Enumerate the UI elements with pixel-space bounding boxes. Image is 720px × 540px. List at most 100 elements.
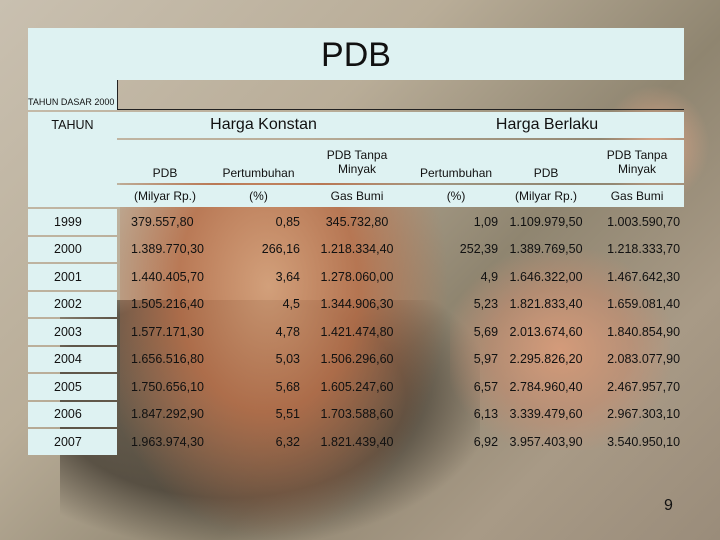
cell-growth-berlaku: 4,9 [480,269,499,284]
table-row: 2003 1.577.171,30 4,78 1.421.474,80 5,69 2.01… [28,319,684,345]
cell-nonoil-konstan: 1.703.588,60 [320,407,394,422]
row-year: 2001 [28,264,117,290]
cell-growth-konstan: 5,03 [275,352,300,367]
cell-pdb-berlaku: 1.109.979,50 [509,214,583,229]
cell-nonoil-berlaku: 1.467.642,30 [607,269,681,284]
col-header-pdb-berlaku: PDB [502,140,591,183]
cell-growth-konstan: 4,78 [275,324,300,339]
cell-growth-berlaku: 252,39 [459,242,499,257]
cell-pdb-berlaku: 1.389.769,50 [509,242,583,257]
row-year: 2006 [28,401,117,427]
cell-nonoil-berlaku: 2.967.303,10 [607,407,681,422]
slide-title: PDB [321,36,391,74]
table-row: 2004 1.656.516,80 5,03 1.506.296,60 5,97 2.29… [28,346,684,372]
cell-nonoil-berlaku: 1.003.590,70 [607,214,681,229]
cell-growth-konstan: 4,5 [282,297,300,312]
base-year-label: TAHUN DASAR 2000 [28,97,115,107]
base-year-strip [28,80,117,110]
cell-pdb-berlaku: 2.013.674,60 [509,324,583,339]
cell-growth-berlaku: 6,13 [473,407,499,422]
title-bar: PDB [28,28,684,80]
cell-growth-berlaku: 5,69 [473,324,499,339]
cell-pdb-berlaku: 2.295.826,20 [509,352,583,367]
cell-pdb-konstan: 1.505.216,40 [131,297,204,312]
cell-pdb-konstan: 1.750.656,10 [131,379,204,394]
col-header-growth-konstan: Pertumbuhan [213,140,304,183]
col-unit-growth-konstan: (%) [213,185,304,207]
cell-pdb-konstan: 1.847.292,90 [131,407,204,422]
cell-growth-konstan: 5,51 [275,407,300,422]
col-header-growth-berlaku: Pertumbuhan [410,140,503,183]
header-group-row: TAHUN Harga Konstan Harga Berlaku [28,112,685,207]
col-unit-nonoil-konstan: Gas Bumi [304,185,411,207]
cell-growth-berlaku: 1,09 [473,214,499,229]
cell-pdb-berlaku: 3.339.479,60 [509,407,583,422]
cell-nonoil-konstan: 1.344.906,30 [320,297,394,312]
table-row: 1999 379.557,80 0,85 345.732,80 1,09 1.109.97… [28,209,684,235]
cell-growth-konstan: 3,64 [275,269,300,284]
cell-growth-berlaku: 5,97 [473,352,499,367]
col-unit-nonoil-berlaku: Gas Bumi [590,185,685,207]
cell-nonoil-konstan: 1.605.247,60 [320,379,394,394]
cell-nonoil-berlaku: 1.659.081,40 [607,297,681,312]
cell-nonoil-konstan: 345.732,80 [325,214,389,229]
divider-horizontal [117,109,684,110]
cell-pdb-berlaku: 3.957.403,90 [509,434,583,449]
cell-nonoil-berlaku: 3.540.950,10 [607,434,681,449]
cell-pdb-konstan: 1.440.405,70 [131,269,204,284]
background-painting-hand [450,250,670,450]
cell-growth-konstan: 266,16 [261,242,300,257]
background-painting-figure [120,150,450,540]
page-number: 9 [664,497,673,514]
group-header-konstan: Harga Konstan [117,112,411,138]
row-year: 2005 [28,374,117,400]
cell-nonoil-berlaku: 2.083.077,90 [607,352,681,367]
cell-growth-berlaku: 6,92 [473,434,499,449]
cell-pdb-konstan: 1.963.974,30 [131,434,204,449]
table-row: 2006 1.847.292,90 5,51 1.703.588,60 6,13 3.33… [28,401,684,427]
pdb-table: TAHUN Harga Konstan Harga Berlaku PDB Pe… [28,110,685,457]
cell-pdb-konstan: 1.656.516,80 [131,352,204,367]
cell-pdb-berlaku: 1.821.833,40 [509,297,583,312]
row-year: 2000 [28,236,117,262]
row-year: 2002 [28,291,117,317]
col-unit-pdb-konstan: (Milyar Rp.) [117,185,213,207]
cell-nonoil-berlaku: 1.840.854,90 [607,324,681,339]
cell-pdb-berlaku: 1.646.322,00 [509,269,583,284]
cell-nonoil-berlaku: 1.218.333,70 [607,242,681,257]
cell-nonoil-konstan: 1.506.296,60 [320,352,394,367]
table-row: 2005 1.750.656,10 5,68 1.605.247,60 6,57 2.78… [28,374,684,400]
year-column-header: TAHUN [28,112,117,207]
header-label-row: PDB Pertumbuhan PDB Tanpa Minyak Pertumb… [28,140,685,183]
table-row: 2000 1.389.770,30 266,16 1.218.334,40 252,39… [28,236,684,262]
header-unit-row: (Milyar Rp.) (%) Gas Bumi (%) (Milyar Rp… [28,185,685,207]
table-row: 2001 1.440.405,70 3,64 1.278.060,00 4,9 1.646… [28,264,684,290]
cell-growth-konstan: 5,68 [275,379,300,394]
row-year: 2003 [28,319,117,345]
cell-pdb-konstan: 1.577.171,30 [131,324,204,339]
cell-pdb-berlaku: 2.784.960,40 [509,379,583,394]
table-row: 2007 1.963.974,30 6,32 1.821.439,40 6,92 3.95… [28,429,684,455]
cell-pdb-konstan: 379.557,80 [131,214,194,229]
cell-nonoil-berlaku: 2.467.957,70 [607,379,681,394]
cell-growth-konstan: 0,85 [275,214,300,229]
row-year: 1999 [28,209,117,235]
cell-nonoil-konstan: 1.218.334,40 [320,242,394,257]
divider-vertical [117,80,118,110]
col-header-nonoil-berlaku: PDB Tanpa Minyak [590,140,685,183]
cell-nonoil-konstan: 1.278.060,00 [320,269,394,284]
row-year: 2007 [28,429,117,455]
cell-growth-berlaku: 6,57 [473,379,499,394]
group-header-berlaku: Harga Berlaku [410,112,685,138]
cell-pdb-konstan: 1.389.770,30 [131,242,204,257]
col-unit-growth-berlaku: (%) [410,185,503,207]
cell-growth-berlaku: 5,23 [473,297,499,312]
row-year: 2004 [28,346,117,372]
cell-nonoil-konstan: 1.421.474,80 [320,324,394,339]
cell-growth-konstan: 6,32 [275,434,300,449]
table-row: 2002 1.505.216,40 4,5 1.344.906,30 5,23 1.821… [28,291,684,317]
col-header-nonoil-konstan: PDB Tanpa Minyak [304,140,411,183]
col-header-pdb-konstan: PDB [117,140,213,183]
cell-nonoil-konstan: 1.821.439,40 [320,434,394,449]
col-unit-pdb-berlaku: (Milyar Rp.) [502,185,591,207]
